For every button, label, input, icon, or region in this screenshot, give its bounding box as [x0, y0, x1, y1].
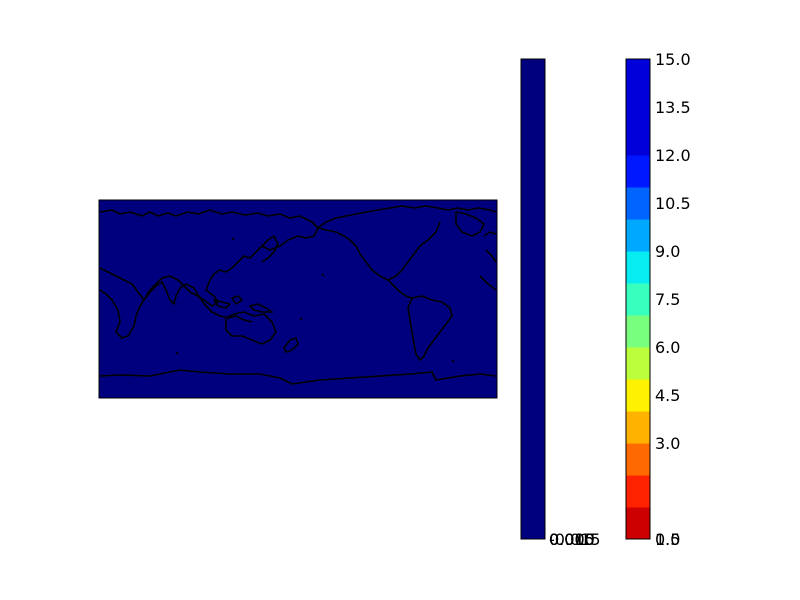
map-frame — [98, 199, 498, 399]
colorbar-1: -0.015 0.000 0.005 0.010 0.015 — [520, 58, 601, 549]
colorbar-1-frame — [520, 58, 546, 540]
colorbar-2-tick-label: 4.5 — [655, 386, 680, 405]
coastline-japan — [261, 235, 279, 263]
colorbar-2-tick-label: 10.5 — [655, 194, 691, 213]
coastline-north-america — [317, 205, 497, 281]
coastline-islands — [175, 237, 455, 363]
colorbar-1-tick-label: 0.015 — [549, 530, 595, 549]
colorbar-2-tick-label: 0.0 — [655, 530, 680, 549]
colorbar-2-tick-label: 15.0 — [655, 50, 691, 69]
colorbar-1-tick-labels: -0.015 0.000 0.005 0.010 0.015 — [549, 530, 601, 549]
colorbar-2-band — [626, 347, 650, 380]
colorbar-2-band — [626, 59, 650, 124]
coastline-africa — [99, 289, 145, 339]
colorbar-1-tick-label: -0.015 — [549, 530, 601, 549]
coastline-europe-east-edge — [479, 231, 497, 291]
coastline-southeast-asia — [185, 283, 253, 323]
colorbar-2-band — [626, 283, 650, 316]
colorbar-1-tick-label: 0.010 — [549, 530, 595, 549]
colorbar-2-band — [626, 187, 650, 220]
colorbar-2-band — [626, 411, 650, 444]
coastline-indonesia — [213, 295, 243, 309]
colorbar-2-tick-label: 13.5 — [655, 98, 691, 117]
coastline-new-guinea — [249, 303, 273, 313]
colorbar-2-tick-labels: 0.01.5 3.0 4.5 6.0 7.5 9.0 10.5 12.0 13.5 15.0 — [655, 50, 691, 549]
colorbar-2-band — [626, 251, 650, 284]
colorbar-2-tick-label: 9.0 — [655, 242, 680, 261]
colorbar-2-tick-label: 12.0 — [655, 146, 691, 165]
colorbar-1-fill — [521, 59, 545, 539]
colorbar-2-band — [626, 123, 650, 156]
colorbar-2-tick-label: 7.5 — [655, 290, 680, 309]
coastline-antarctica — [99, 369, 497, 385]
colorbar-2-band — [626, 379, 650, 412]
world-map — [98, 199, 498, 399]
colorbar-2-frame — [625, 58, 651, 540]
coastline-south-america — [407, 295, 453, 361]
colorbar-2: 0.01.5 3.0 4.5 6.0 7.5 9.0 10.5 12.0 13.5 15.0 — [625, 50, 691, 549]
colorbar-2-tick-label: 1.5 — [655, 530, 680, 549]
colorbar-2-tick-label: 6.0 — [655, 338, 680, 357]
coastline-new-zealand — [283, 337, 299, 353]
coastline-india — [143, 281, 187, 305]
colorbar-2-band — [626, 475, 650, 508]
colorbar-2-band — [626, 219, 650, 252]
colorbar-2-band — [626, 507, 650, 540]
colorbar-2-band — [626, 315, 650, 348]
coastline-greenland — [455, 211, 485, 237]
colorbar-2-band — [626, 155, 650, 188]
colorbar-1-tick-label: 0.005 — [549, 530, 595, 549]
colorbar-2-tick-label: 3.0 — [655, 434, 680, 453]
coastlines — [99, 205, 497, 385]
colorbar-1-tick-label: 0.000 — [549, 530, 595, 549]
colorbar-2-bands — [626, 59, 650, 540]
coastline-central-america — [387, 279, 413, 299]
coastline-australia — [225, 311, 277, 345]
colorbar-2-band — [626, 443, 650, 476]
coastline-eurasia-west — [99, 209, 319, 307]
